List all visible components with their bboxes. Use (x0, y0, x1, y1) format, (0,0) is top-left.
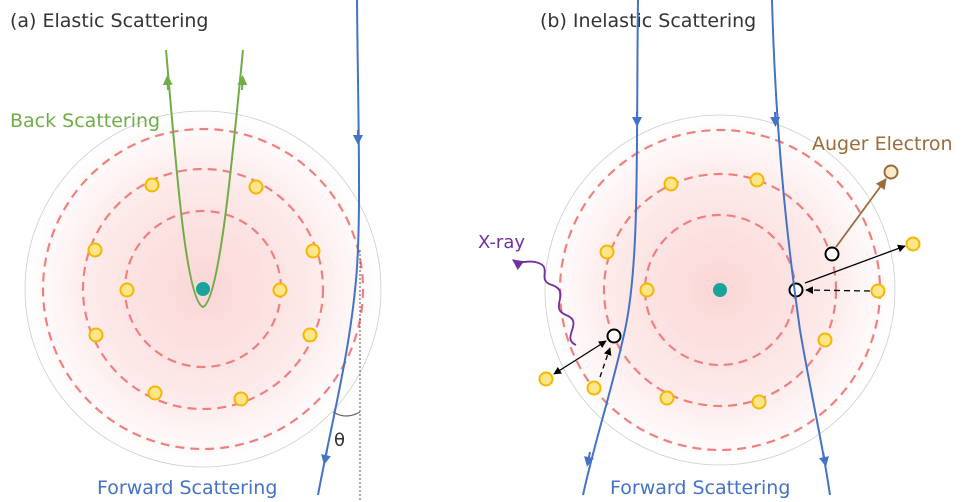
nucleus (713, 283, 727, 297)
auger-electron (885, 166, 898, 179)
diagram: (a) Elastic Scattering θ Back Scattering… (0, 0, 968, 502)
angle-label: θ (334, 430, 345, 451)
auger-label: Auger Electron (812, 133, 953, 155)
panel-a: (a) Elastic Scattering θ Back Scattering… (10, 0, 381, 500)
panel-title: (b) Inelastic Scattering (540, 10, 756, 32)
back-scattering-label: Back Scattering (10, 110, 160, 132)
forward-scattering-label: Forward Scattering (610, 477, 790, 499)
panel-title: (a) Elastic Scattering (10, 10, 208, 32)
x-ray-label: X-ray (478, 232, 525, 253)
forward-scattering-label: Forward Scattering (97, 477, 277, 499)
panel-b: (b) Inelastic Scattering X-ray Auger Ele… (478, 0, 953, 499)
nucleus (196, 282, 210, 296)
